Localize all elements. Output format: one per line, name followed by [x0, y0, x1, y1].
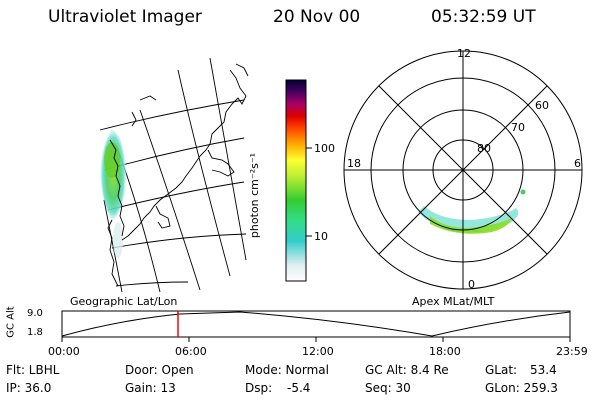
info-glat-label: GLat:: [485, 363, 518, 377]
aurora-west-band: [100, 128, 127, 258]
date-label: 20 Nov 00: [273, 7, 361, 27]
polar-aurora-oval: [418, 189, 526, 234]
info-dsp-value: -5.4: [287, 381, 311, 395]
orbit-ticks: [61, 337, 571, 342]
info-ip: IP: 36.0: [6, 381, 52, 395]
orbit-xtick-1200: 12:00: [302, 345, 334, 358]
mlt-label-18: 18: [347, 157, 361, 170]
orbit-xtick-1800: 18:00: [429, 345, 461, 358]
mlat-label-70: 70: [511, 121, 525, 134]
orbit-xtick-2359: 23:59: [556, 345, 588, 358]
polar-plot: [343, 50, 583, 290]
mlat-label-60: 60: [535, 99, 549, 112]
orbit-ytick-low: 1.8: [27, 327, 43, 338]
polar-grid: [344, 51, 582, 289]
mlat-label-80: 80: [477, 142, 491, 155]
coastline: [107, 63, 249, 287]
info-glat-value: 53.4: [530, 363, 557, 377]
colorbar-label-10: 10: [314, 230, 328, 243]
info-door: Door: Open: [125, 363, 194, 377]
orbit-altitude-curve: [61, 311, 571, 337]
mlt-label-12: 12: [457, 47, 471, 60]
geographic-map: [99, 57, 249, 293]
info-glon: GLon: 259.3: [485, 381, 558, 395]
orbit-ytick-high: 9.0: [27, 308, 43, 319]
polar-plot-caption: Apex MLat/MLT: [412, 295, 495, 308]
info-mode: Mode: Normal: [245, 363, 329, 377]
info-dsp-label: Dsp:: [245, 381, 273, 395]
mlt-label-6: 6: [574, 157, 581, 170]
instrument-title: Ultraviolet Imager: [48, 7, 202, 27]
colorbar-unit-label: photon cm⁻²s⁻¹: [248, 152, 262, 239]
orbit-plot: [61, 310, 571, 342]
orbit-xtick-0600: 06:00: [175, 345, 207, 358]
time-label: 05:32:59 UT: [431, 7, 536, 27]
geo-map-caption: Geographic Lat/Lon: [70, 295, 178, 308]
colorbar-label-100: 100: [314, 142, 335, 155]
mlt-label-0: 0: [468, 278, 475, 291]
colorbar: [285, 79, 312, 282]
info-gain: Gain: 13: [125, 381, 176, 395]
orbit-ylabel: GC Alt: [5, 306, 17, 338]
info-seq: Seq: 30: [365, 381, 411, 395]
info-gc-alt: GC Alt: 8.4 Re: [365, 363, 449, 377]
orbit-xtick-0000: 00:00: [48, 345, 80, 358]
info-filter: Flt: LBHL: [6, 363, 60, 377]
